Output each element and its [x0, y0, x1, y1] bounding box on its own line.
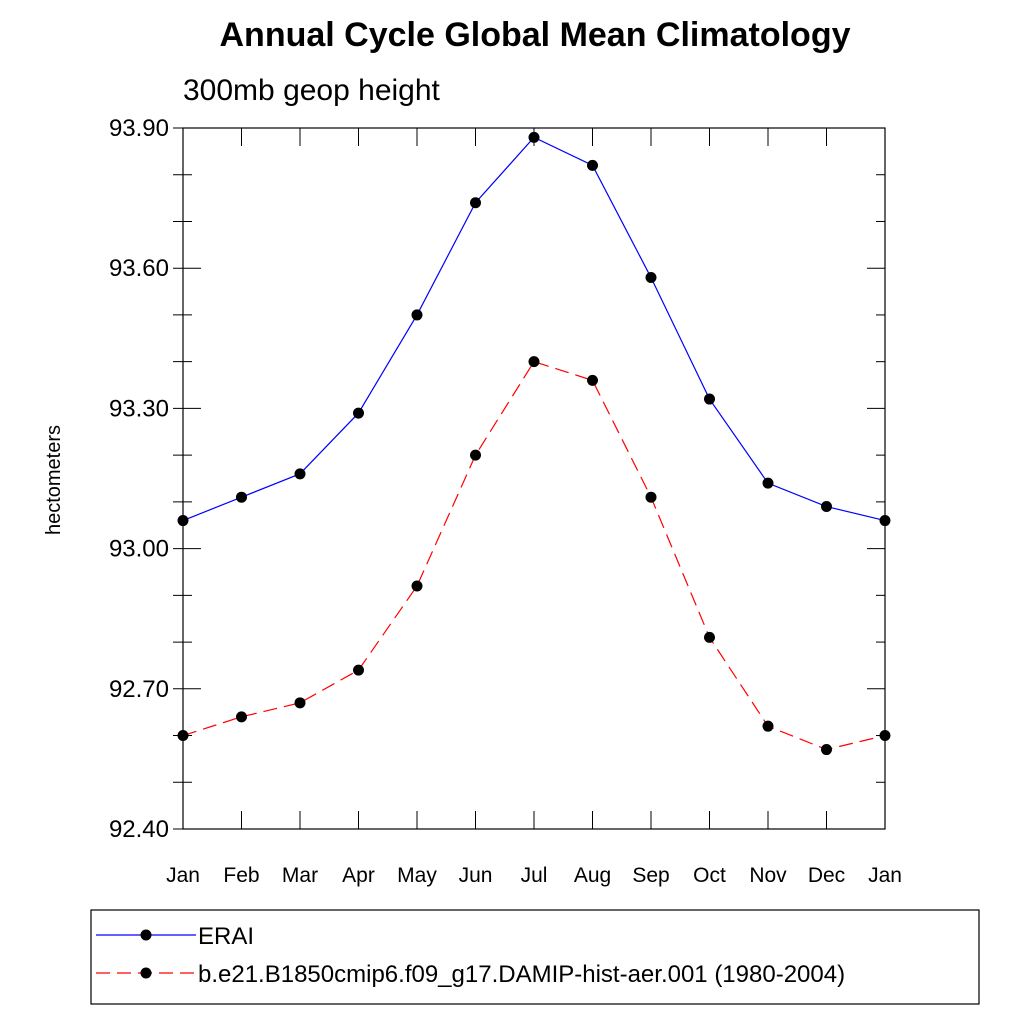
- series-1-point: [294, 468, 306, 480]
- series-1-point: [470, 197, 481, 209]
- legend: ERAI b.e21.B1850cmip6.f09_g17.DAMIP-hist-…: [96, 923, 845, 988]
- series-1-point: [353, 407, 364, 419]
- series-1-point: [236, 491, 247, 503]
- legend-label-2: b.e21.B1850cmip6.f09_g17.DAMIP-hist-aer.…: [198, 961, 845, 988]
- x-tick-label: Oct: [693, 864, 726, 887]
- series-2-point: [645, 491, 657, 503]
- x-tick-label: Jul: [521, 864, 548, 887]
- series-2-point: [236, 711, 247, 723]
- series-1-point: [411, 309, 423, 321]
- series-1-point: [177, 515, 189, 527]
- y-tick-label: 93.30: [109, 395, 169, 422]
- series-1-point: [821, 501, 832, 513]
- series-2-point: [762, 720, 774, 732]
- y-tick-label: 93.00: [109, 536, 169, 563]
- x-tick-label: Nov: [749, 864, 787, 887]
- x-tick-label: Feb: [223, 864, 259, 887]
- series-line-1: [182, 136, 886, 522]
- series-2-point: [294, 697, 306, 709]
- series-1-point: [762, 477, 774, 489]
- x-tick-label: Jun: [459, 864, 493, 887]
- series-2-point: [411, 580, 423, 592]
- series-1-point: [645, 272, 657, 284]
- series-1-point: [528, 131, 540, 143]
- series-1-point: [587, 159, 598, 171]
- y-axis-label: hectometers: [43, 425, 65, 535]
- series-2-point: [704, 631, 715, 643]
- series-2-point: [528, 356, 540, 368]
- series-layer: [177, 131, 891, 756]
- chart-title: Annual Cycle Global Mean Climatology: [220, 16, 851, 54]
- series-1-point: [704, 393, 715, 405]
- legend-marker-1: [140, 929, 152, 941]
- x-tick-label: May: [397, 864, 437, 887]
- x-tick-label: Sep: [632, 864, 669, 887]
- y-tick-label: 92.40: [109, 816, 169, 843]
- y-tick-label: 92.70: [109, 676, 169, 703]
- series-2-point: [587, 374, 598, 386]
- series-2-point: [821, 744, 832, 756]
- x-tick-label: Apr: [342, 864, 375, 887]
- x-axis: Jan Feb Mar Apr May Jun Jul Aug Sep Oct Nov Dec Jan: [166, 128, 902, 887]
- y-tick-label: 93.90: [109, 115, 169, 142]
- legend-marker-2: [140, 967, 152, 979]
- series-2-point: [177, 730, 189, 742]
- x-tick-label: Jan: [166, 864, 200, 887]
- series-2-point: [470, 449, 481, 461]
- legend-label-1: ERAI: [198, 923, 254, 950]
- series-2-point: [353, 664, 364, 676]
- x-tick-label: Mar: [282, 864, 318, 887]
- x-tick-label: Aug: [574, 864, 611, 887]
- x-tick-label: Dec: [808, 864, 845, 887]
- y-axis: 92.40 92.70 93.00 93.30 93.60 93.90: [109, 115, 885, 843]
- series-line-2: [182, 360, 886, 751]
- legend-box: [90, 909, 980, 1005]
- series-1-point: [879, 515, 891, 527]
- series-2-point: [879, 730, 891, 742]
- y-tick-label: 93.60: [109, 255, 169, 282]
- chart-subtitle: 300mb geop height: [183, 74, 441, 107]
- x-tick-label: Jan: [868, 864, 902, 887]
